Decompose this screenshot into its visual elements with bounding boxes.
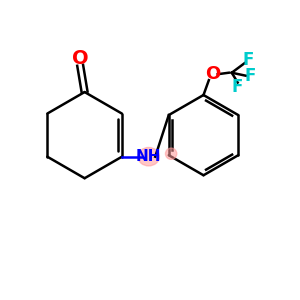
Text: F: F: [244, 67, 256, 85]
Ellipse shape: [166, 148, 177, 159]
Text: O: O: [205, 65, 220, 83]
Text: NH: NH: [136, 149, 161, 164]
Text: O: O: [72, 49, 88, 68]
Text: F: F: [242, 51, 254, 69]
Text: F: F: [232, 78, 243, 96]
Ellipse shape: [138, 148, 159, 166]
